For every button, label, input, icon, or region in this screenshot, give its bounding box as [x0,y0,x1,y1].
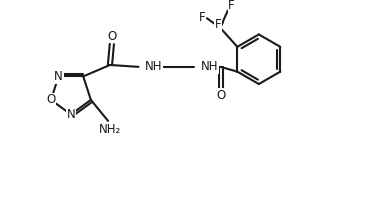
Text: NH₂: NH₂ [99,123,121,136]
Text: N: N [54,70,63,83]
Text: O: O [216,89,225,102]
Text: NH: NH [145,60,163,73]
Text: NH: NH [201,60,218,73]
Text: O: O [107,30,116,43]
Text: N: N [66,108,75,121]
Text: O: O [46,93,55,106]
Text: F: F [215,18,222,31]
Text: F: F [199,11,205,24]
Text: F: F [228,0,235,12]
